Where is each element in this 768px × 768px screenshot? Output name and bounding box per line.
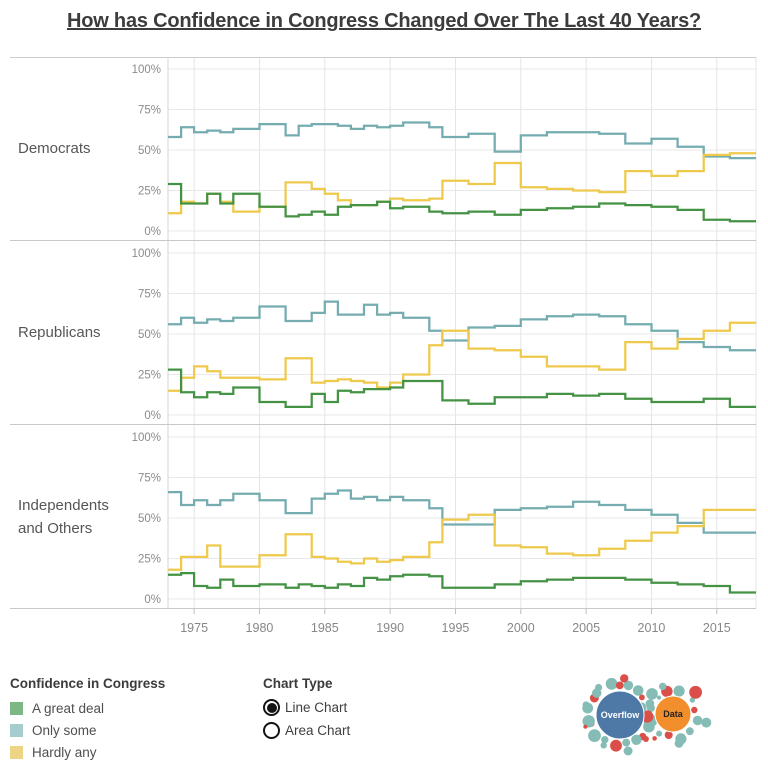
legend-title: Confidence in Congress bbox=[10, 676, 166, 691]
x-tick-label: 2015 bbox=[703, 621, 731, 635]
panel-independents: 0% 25% 50% 75% 100% Independents and Others bbox=[0, 425, 768, 609]
plot-republicans[interactable]: 0% 25% 50% 75% 100% bbox=[0, 241, 768, 425]
legend-label: Hardly any bbox=[32, 744, 97, 760]
series-line-a-great-deal[interactable] bbox=[168, 571, 756, 594]
x-tick-label: 2010 bbox=[638, 621, 666, 635]
overflow-data-logo: Overflow Data bbox=[582, 674, 712, 756]
logo-secondary-circle bbox=[654, 695, 692, 733]
chart-title: How has Confidence in Congress Changed O… bbox=[66, 10, 702, 32]
svg-text:100%: 100% bbox=[132, 432, 161, 444]
series-line-only-some[interactable] bbox=[168, 121, 756, 160]
svg-text:25%: 25% bbox=[138, 370, 161, 382]
legend-item-hardly-any[interactable]: Hardly any bbox=[10, 741, 165, 763]
radio-option-area-chart[interactable]: Area Chart bbox=[263, 719, 350, 742]
logo-secondary-label: Data bbox=[663, 709, 684, 719]
legend-label: A great deal bbox=[32, 700, 105, 716]
series-line-a-great-deal[interactable] bbox=[168, 368, 756, 409]
panel-republicans: 0% 25% 50% 75% 100% Republicans bbox=[0, 241, 768, 425]
logo-primary-circle bbox=[595, 690, 645, 740]
x-axis: 1975 1980 1985 1990 1995 2000 2005 2010 2015 bbox=[180, 609, 731, 635]
legend-item-a-great-deal[interactable]: A great deal bbox=[10, 697, 165, 719]
svg-text:0%: 0% bbox=[144, 226, 161, 238]
series-line-hardly-any[interactable] bbox=[168, 152, 756, 215]
svg-text:50%: 50% bbox=[138, 329, 161, 341]
swatch-hardly-any bbox=[10, 745, 23, 759]
series-line-hardly-any[interactable] bbox=[168, 321, 756, 392]
x-tick-label: 2005 bbox=[572, 621, 600, 635]
radio-label: Line Chart bbox=[285, 700, 348, 715]
svg-text:50%: 50% bbox=[138, 145, 161, 157]
radio-option-line-chart[interactable]: Line Chart bbox=[263, 696, 350, 719]
y-tick-labels: 0% 25% 50% 75% 100% bbox=[132, 64, 161, 238]
y-tick-labels: 0% 25% 50% 75% 100% bbox=[132, 432, 161, 606]
radio-button-line-chart[interactable] bbox=[263, 699, 280, 716]
y-tick-labels: 0% 25% 50% 75% 100% bbox=[132, 248, 161, 422]
chart-type-control: Chart Type Line Chart Area Chart bbox=[263, 676, 350, 742]
svg-text:75%: 75% bbox=[138, 105, 161, 117]
plot-independents[interactable]: 0% 25% 50% 75% 100% bbox=[0, 425, 768, 609]
row-label-independents-and-others: Independents and Others bbox=[18, 496, 109, 537]
series-line-only-some[interactable] bbox=[168, 489, 756, 534]
series-line-hardly-any[interactable] bbox=[168, 508, 756, 571]
x-tick-label: 2000 bbox=[507, 621, 535, 635]
row-label-democrats: Democrats bbox=[18, 140, 91, 158]
swatch-a-great-deal bbox=[10, 701, 23, 715]
svg-text:25%: 25% bbox=[138, 186, 161, 198]
legend-label: Only some bbox=[32, 722, 97, 738]
chart-area: 0% 25% 50% 75% 100% Democrats 0% 25% 50% 75% 100… bbox=[0, 57, 768, 645]
series-line-only-some[interactable] bbox=[168, 300, 756, 352]
svg-text:25%: 25% bbox=[138, 554, 161, 566]
x-tick-label: 1975 bbox=[180, 621, 208, 635]
svg-text:0%: 0% bbox=[144, 410, 161, 422]
chart-type-title: Chart Type bbox=[263, 676, 333, 691]
radio-label: Area Chart bbox=[285, 723, 351, 738]
legend-confidence-in-congress: Confidence in Congress A great deal Only… bbox=[10, 676, 165, 763]
x-tick-label: 1990 bbox=[376, 621, 404, 635]
row-label-independents: Republicans bbox=[18, 324, 101, 342]
gridlines bbox=[10, 57, 757, 241]
plot-democrats[interactable]: 0% 25% 50% 75% 100% bbox=[0, 57, 768, 241]
legend-item-only-some[interactable]: Only some bbox=[10, 719, 165, 741]
svg-text:0%: 0% bbox=[144, 594, 161, 606]
logo-primary-label: Overflow bbox=[601, 710, 641, 720]
radio-button-area-chart[interactable] bbox=[263, 722, 280, 739]
svg-text:100%: 100% bbox=[132, 64, 161, 76]
x-tick-label: 1985 bbox=[311, 621, 339, 635]
swatch-only-some bbox=[10, 723, 23, 737]
series-line-a-great-deal[interactable] bbox=[168, 182, 756, 223]
panel-democrats: 0% 25% 50% 75% 100% Democrats bbox=[0, 57, 768, 241]
x-tick-label: 1995 bbox=[442, 621, 470, 635]
x-tick-label: 1980 bbox=[246, 621, 274, 635]
svg-text:100%: 100% bbox=[132, 248, 161, 260]
svg-text:75%: 75% bbox=[138, 289, 161, 301]
gridlines bbox=[10, 425, 757, 609]
svg-text:50%: 50% bbox=[138, 513, 161, 525]
svg-text:75%: 75% bbox=[138, 473, 161, 485]
